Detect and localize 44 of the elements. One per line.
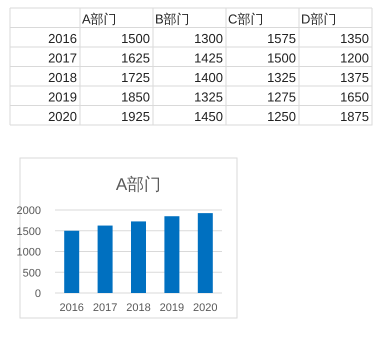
data-label: 1275: [267, 90, 296, 104]
x-tick-label: B部门: [155, 12, 190, 26]
data-label: 1925: [121, 109, 150, 124]
data-label: 1400: [194, 70, 223, 85]
x-tick-label: 2019: [160, 302, 184, 314]
y-tick-label: 500: [22, 267, 41, 280]
data-label: 1725: [121, 70, 150, 85]
chart-title: A部门: [116, 175, 162, 194]
data-label: 1325: [267, 70, 296, 85]
x-tick-label: 2018: [126, 302, 151, 314]
y-tick-label: 1500: [16, 226, 41, 238]
data-label: 1350: [340, 31, 369, 46]
data-label: 1575: [267, 31, 296, 46]
data-label: 1500: [267, 50, 296, 66]
y-tick-label: 2017: [48, 50, 77, 66]
bar: [131, 221, 146, 293]
x-tick-label: 2020: [193, 302, 218, 314]
data-label: 1625: [121, 50, 150, 66]
y-tick-label: 0: [34, 288, 41, 300]
x-tick-label: 2017: [92, 302, 118, 314]
data-label: 1375: [340, 70, 369, 85]
x-tick-label: A部门: [82, 12, 117, 26]
data-label: 1500: [121, 31, 150, 46]
data-label: 1200: [340, 50, 369, 66]
data-label: 1650: [340, 90, 369, 104]
y-tick-label: 2019: [48, 90, 77, 104]
y-tick-label: 2000: [16, 205, 41, 217]
data-label: 1450: [194, 109, 223, 124]
data-label: 1425: [194, 50, 223, 66]
data-label: 1325: [194, 90, 223, 104]
y-tick-label: 1000: [16, 246, 41, 258]
bar: [98, 226, 113, 293]
x-tick-label: D部门: [301, 12, 336, 26]
bar: [198, 213, 213, 293]
data-label: 1250: [267, 109, 296, 124]
data-label: 1300: [194, 31, 223, 46]
bar: [64, 230, 80, 293]
data-label: 1875: [340, 109, 369, 124]
y-tick-label: 2018: [48, 70, 77, 85]
y-tick-label: 2016: [48, 31, 77, 46]
x-tick-label: C部门: [228, 12, 264, 26]
bar: [164, 216, 180, 293]
data-label: 1850: [121, 90, 150, 104]
y-tick-label: 2020: [48, 109, 77, 124]
